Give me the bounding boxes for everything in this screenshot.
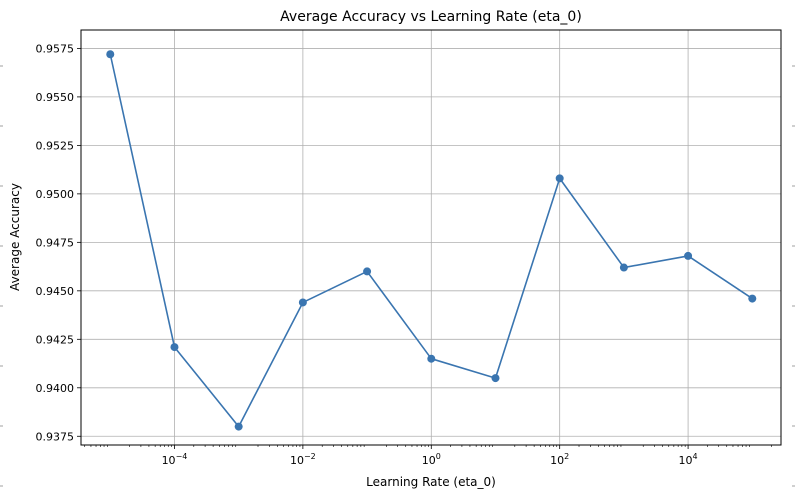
data-point <box>363 267 372 276</box>
y-axis-label: Average Accuracy <box>8 183 22 291</box>
x-tick-exponent: 2 <box>564 452 569 461</box>
data-point <box>234 422 243 431</box>
y-tick-label: 0.9450 <box>36 285 75 298</box>
x-tick-base: 10 <box>162 454 176 467</box>
y-tick-label: 0.9475 <box>36 236 75 249</box>
x-tick-base: 10 <box>290 454 304 467</box>
x-tick-base: 10 <box>679 454 693 467</box>
x-tick-exponent: 4 <box>693 452 698 461</box>
data-point <box>298 298 307 307</box>
y-tick-label: 0.9425 <box>36 333 75 346</box>
data-point <box>427 354 436 363</box>
chart-title: Average Accuracy vs Learning Rate (eta_0… <box>280 9 582 25</box>
data-point <box>684 251 693 260</box>
y-axis: 0.9375 0.9400 0.9425 0.9450 0.9475 0.9500 0.95… <box>36 42 81 443</box>
y-tick-label: 0.9575 <box>36 42 75 55</box>
data-point <box>555 174 564 183</box>
x-tick-label: 100 <box>422 452 441 467</box>
y-tick-label: 0.9500 <box>36 188 75 201</box>
data-series <box>106 50 757 431</box>
y-tick-label: 0.9550 <box>36 91 75 104</box>
y-tick-label: 0.9375 <box>36 430 75 443</box>
edge-ticks <box>0 65 795 487</box>
x-tick-label: 10−2 <box>290 452 316 467</box>
x-tick-label: 10−4 <box>162 452 188 467</box>
x-tick-label: 104 <box>679 452 698 467</box>
x-tick-exponent: −4 <box>176 452 188 461</box>
x-tick-base: 10 <box>422 454 436 467</box>
data-point <box>106 50 115 59</box>
y-tick-label: 0.9525 <box>36 139 75 152</box>
x-tick-exponent: −2 <box>304 452 316 461</box>
x-axis: 10−4 10−2 100 102 104 <box>84 445 772 467</box>
data-point <box>170 343 179 352</box>
data-point <box>491 374 500 383</box>
grid-lines <box>81 30 781 445</box>
x-tick-exponent: 0 <box>436 452 441 461</box>
y-tick-label: 0.9400 <box>36 382 75 395</box>
data-point <box>619 263 628 272</box>
x-tick-label: 102 <box>550 452 569 467</box>
data-point <box>748 294 757 303</box>
x-tick-base: 10 <box>550 454 564 467</box>
x-axis-label: Learning Rate (eta_0) <box>366 475 496 489</box>
